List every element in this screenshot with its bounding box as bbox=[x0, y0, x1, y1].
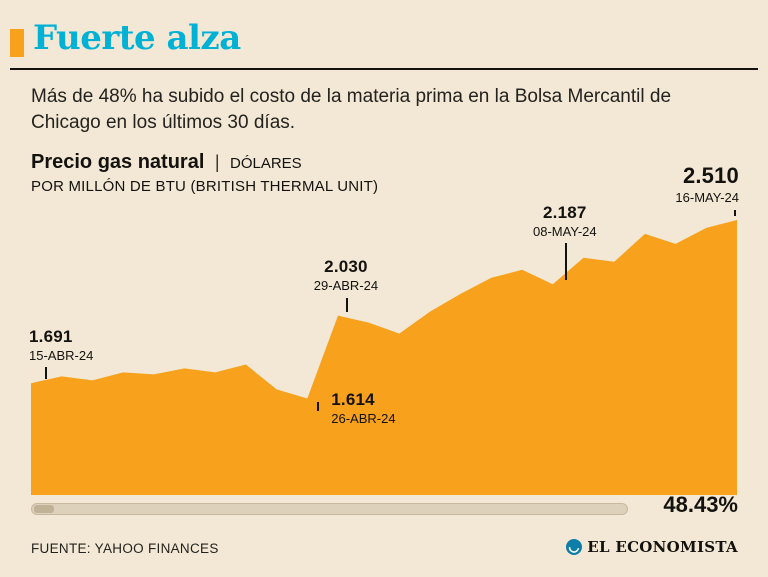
brand-logo: EL ECONOMISTA bbox=[566, 538, 738, 556]
annotation-pointer bbox=[564, 243, 567, 281]
annotation-26-ABR-24: 1.614 26-ABR-24 bbox=[331, 390, 395, 427]
natural-gas-area-chart: 1.691 15-ABR-24 1.614 26-ABR-24 2.030 29-ABR-… bbox=[29, 150, 739, 495]
annotation-date: 26-ABR-24 bbox=[331, 410, 396, 426]
title-divider bbox=[10, 68, 758, 70]
chart-header: Precio gas natural | DÓLARES POR MILLÓN … bbox=[31, 151, 378, 195]
area-chart-svg bbox=[31, 220, 737, 495]
change-percentage: 48.43% bbox=[663, 492, 738, 517]
chart-title-separator: | bbox=[214, 152, 220, 172]
chart-subtitle: POR MILLÓN DE BTU (BRITISH THERMAL UNIT) bbox=[31, 178, 379, 195]
chart-unit-label: DÓLARES bbox=[230, 155, 302, 172]
headline: Fuerte alza bbox=[33, 18, 241, 58]
area-fill bbox=[31, 220, 737, 495]
annotation-value: 2.187 bbox=[543, 202, 587, 222]
source-label: FUENTE: YAHOO FINANCES bbox=[31, 541, 219, 556]
description: Más de 48% ha subido el costo de la mate… bbox=[31, 86, 672, 133]
annotation-15-ABR-24: 1.691 15-ABR-24 bbox=[29, 327, 93, 364]
annotation-value: 1.614 bbox=[331, 389, 375, 409]
progress-handle[interactable] bbox=[34, 505, 54, 513]
progress-track[interactable] bbox=[31, 503, 628, 515]
annotation-pointer bbox=[317, 401, 320, 411]
annotation-date: 08-MAY-24 bbox=[533, 223, 597, 239]
annotation-pointer bbox=[734, 209, 736, 216]
annotation-16-MAY-24: 2.510 16-MAY-24 bbox=[675, 162, 739, 206]
annotation-date: 29-ABR-24 bbox=[313, 278, 379, 294]
annotation-pointer bbox=[45, 367, 47, 380]
title-accent-bar bbox=[10, 29, 24, 57]
annotation-date: 16-MAY-24 bbox=[675, 190, 739, 206]
chart-title: Precio gas natural bbox=[31, 151, 205, 173]
brand-name: EL ECONOMISTA bbox=[587, 538, 738, 556]
chart-title-line: Precio gas natural | DÓLARES bbox=[31, 151, 378, 174]
annotation-value: 2.510 bbox=[682, 162, 739, 188]
annotation-pointer bbox=[345, 297, 348, 312]
annotation-29-ABR-24: 2.030 29-ABR-24 bbox=[314, 257, 378, 294]
annotation-value: 1.691 bbox=[29, 326, 73, 346]
annotation-08-MAY-24: 2.187 08-MAY-24 bbox=[533, 203, 597, 240]
el-economista-logo-icon bbox=[566, 539, 583, 555]
annotation-value: 2.030 bbox=[324, 257, 368, 277]
annotation-date: 15-ABR-24 bbox=[29, 347, 94, 363]
